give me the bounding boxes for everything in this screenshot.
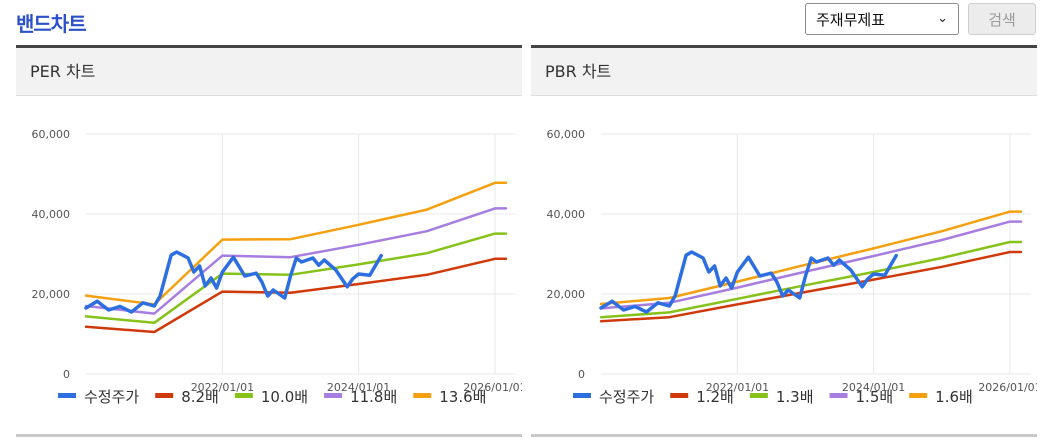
legend-swatch xyxy=(58,393,76,398)
legend-entry: 8.2배 xyxy=(181,388,219,406)
page-title: 밴드차트 xyxy=(16,12,87,36)
per-chart-panel: PER 차트 60,000 40,000 20,000 0 2022/01/01 2024… xyxy=(16,45,522,437)
legend-entry: 1.3배 xyxy=(776,388,814,406)
y-tick-label: 60,000 xyxy=(547,128,586,141)
legend-swatch xyxy=(670,393,689,398)
y-tick-label: 40,000 xyxy=(32,208,71,221)
band-series-line xyxy=(599,250,1023,323)
band-series-line xyxy=(599,240,1023,319)
x-tick-label: 2026/01/01 xyxy=(463,381,522,394)
pbr-chart-panel: PBR 차트 60,000 40,000 20,000 0 2022/01/01 2024… xyxy=(531,45,1037,437)
price-series-line xyxy=(84,250,383,314)
legend-swatch xyxy=(573,393,591,398)
x-tick-label: 2022/01/01 xyxy=(191,381,254,394)
statement-select-value: 주재무제표 xyxy=(816,10,886,29)
band-series-line xyxy=(84,181,508,306)
per-chart-title: PER 차트 xyxy=(16,48,522,96)
legend-entry: 11.8배 xyxy=(350,388,397,406)
legend-entry: 1.5배 xyxy=(856,388,894,406)
y-tick-label: 60,000 xyxy=(32,128,71,141)
legend-swatch xyxy=(324,393,343,398)
legend-entry: 1.6배 xyxy=(935,388,973,406)
legend-swatch xyxy=(234,393,253,398)
y-tick-label: 20,000 xyxy=(32,288,71,301)
y-tick-label: 40,000 xyxy=(547,208,586,221)
legend-swatch xyxy=(829,393,848,398)
legend-swatch xyxy=(909,393,928,398)
legend-swatch xyxy=(749,393,768,398)
legend-entry: 수정주가 xyxy=(84,388,139,406)
band-series-line xyxy=(599,210,1023,306)
y-tick-label: 0 xyxy=(578,368,585,381)
search-button[interactable]: 검색 xyxy=(968,3,1036,35)
pbr-chart: 60,000 40,000 20,000 0 2022/01/01 2024/01/01 2… xyxy=(547,128,1038,406)
band-series-line xyxy=(84,207,508,315)
legend-swatch xyxy=(413,393,432,398)
band-series-line xyxy=(84,232,508,325)
y-tick-label: 0 xyxy=(63,368,70,381)
x-tick-label: 2022/01/01 xyxy=(706,381,769,394)
x-tick-label: 2024/01/01 xyxy=(842,381,905,394)
y-tick-label: 20,000 xyxy=(547,288,586,301)
legend-swatch xyxy=(155,393,174,398)
statement-select[interactable]: 주재무제표 ⌄ xyxy=(805,3,959,35)
price-series-line xyxy=(599,250,898,314)
pbr-chart-title: PBR 차트 xyxy=(531,48,1037,96)
legend-entry: 10.0배 xyxy=(261,388,308,406)
legend-entry: 수정주가 xyxy=(599,388,654,406)
x-tick-label: 2026/01/01 xyxy=(978,381,1037,394)
band-series-line xyxy=(599,220,1023,310)
per-chart: 60,000 40,000 20,000 0 2022/01/01 2024/01/01 2… xyxy=(32,128,523,406)
chevron-down-icon: ⌄ xyxy=(937,11,948,26)
band-series-line xyxy=(84,257,508,334)
legend-entry: 1.2배 xyxy=(696,388,734,406)
legend-entry: 13.6배 xyxy=(439,388,486,406)
x-tick-label: 2024/01/01 xyxy=(327,381,390,394)
